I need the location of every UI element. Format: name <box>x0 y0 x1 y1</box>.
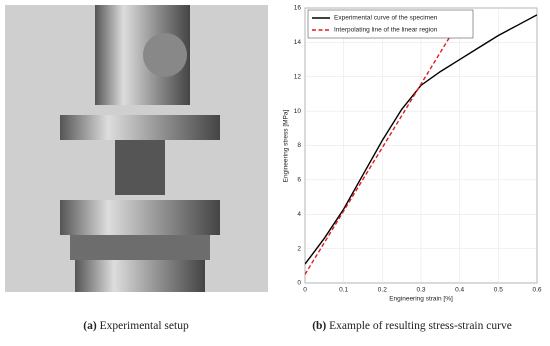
x-tick-label: 0.1 <box>339 287 348 294</box>
x-tick-label: 0.6 <box>532 287 541 294</box>
caption: (a) Experimental setup <box>83 320 189 332</box>
x-tick-label: 0 <box>303 287 307 294</box>
y-tick-label: 0 <box>297 280 301 287</box>
x-tick-label: 0.2 <box>378 287 387 294</box>
caption-label: (a) <box>83 320 97 332</box>
x-tick-label: 0.5 <box>494 287 503 294</box>
y-tick-label: 14 <box>294 39 302 46</box>
caption-label: (b) <box>312 320 326 332</box>
caption-text: Experimental setup <box>100 320 189 332</box>
x-tick-label: 0.4 <box>455 287 464 294</box>
caption-text: Example of resulting stress-strain curve <box>329 320 512 332</box>
y-tick-label: 4 <box>297 211 301 218</box>
y-axis-label: Engineering stress [MPa] <box>283 110 290 183</box>
y-tick-label: 10 <box>294 108 302 115</box>
caption: (b) Example of resulting stress-strain c… <box>312 320 512 332</box>
series-line <box>305 8 468 275</box>
x-axis-label: Engineering strain [%] <box>389 296 453 303</box>
legend-label: Interpolating line of the linear region <box>334 27 438 34</box>
y-tick-label: 2 <box>297 245 301 252</box>
legend-box <box>307 9 474 39</box>
y-tick-label: 12 <box>294 73 302 80</box>
y-tick-label: 16 <box>294 5 302 12</box>
photo <box>5 5 268 292</box>
y-tick-label: 6 <box>297 177 301 184</box>
x-tick-label: 0.3 <box>416 287 425 294</box>
y-tick-label: 8 <box>297 142 301 149</box>
legend-label: Experimental curve of the specimen <box>334 15 438 22</box>
